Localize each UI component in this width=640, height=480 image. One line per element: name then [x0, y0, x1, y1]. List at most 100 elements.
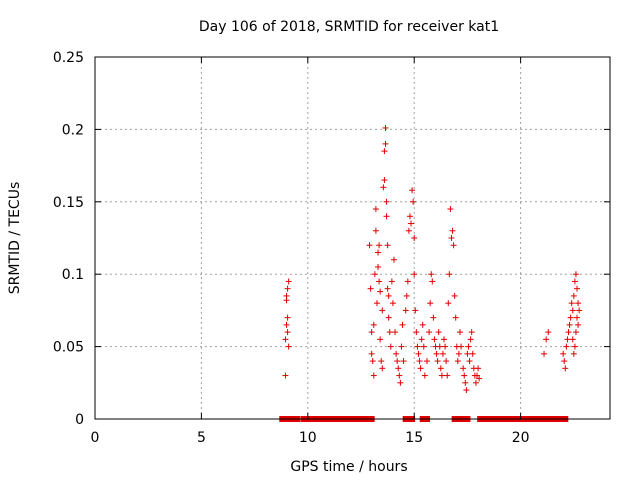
- data-point: [379, 307, 386, 314]
- y-tick-label: 0.2: [62, 122, 84, 138]
- data-point: [384, 285, 391, 292]
- data-point: [575, 300, 582, 307]
- x-tick-label: 5: [197, 430, 206, 446]
- data-point: [385, 314, 392, 321]
- data-point: [562, 365, 569, 372]
- data-point: [373, 300, 380, 307]
- x-tick-label: 15: [405, 430, 423, 446]
- data-point: [393, 350, 400, 357]
- data-point: [383, 213, 390, 220]
- data-point: [384, 242, 391, 249]
- data-point: [399, 321, 406, 328]
- data-point: [462, 379, 469, 386]
- data-point: [284, 285, 291, 292]
- data-point: [566, 321, 573, 328]
- data-point: [468, 329, 475, 336]
- data-point: [420, 343, 427, 350]
- data-point: [437, 365, 444, 372]
- data-point: [386, 329, 393, 336]
- data-points: [282, 124, 583, 394]
- x-tick-labels: 0 5 10 15 20: [91, 430, 530, 446]
- data-point: [416, 358, 423, 365]
- y-axis-label: SRMTID / TECUs: [7, 182, 23, 295]
- data-point: [564, 336, 571, 343]
- data-point: [404, 278, 411, 285]
- data-point: [372, 227, 379, 234]
- data-point: [409, 187, 416, 194]
- data-point: [375, 263, 382, 270]
- data-point: [569, 307, 576, 314]
- data-point: [575, 321, 582, 328]
- data-point: [397, 379, 404, 386]
- data-point: [454, 358, 461, 365]
- data-point: [571, 278, 578, 285]
- data-point: [375, 249, 382, 256]
- data-point: [394, 358, 401, 365]
- x-axis-label: GPS time / hours: [290, 459, 407, 475]
- data-point: [475, 365, 482, 372]
- data-point: [392, 329, 399, 336]
- axis-ticks: [94, 56, 610, 420]
- data-point: [449, 227, 456, 234]
- data-point: [569, 336, 576, 343]
- data-point: [561, 358, 568, 365]
- data-point: [398, 343, 405, 350]
- data-point: [447, 206, 454, 213]
- data-point: [400, 358, 407, 365]
- data-point: [418, 336, 425, 343]
- data-point: [442, 343, 449, 350]
- data-point: [455, 350, 462, 357]
- data-point: [574, 314, 581, 321]
- data-point: [382, 124, 389, 131]
- data-point: [461, 372, 468, 379]
- y-tick-label: 0.25: [53, 50, 84, 66]
- data-point: [410, 198, 417, 205]
- data-point: [469, 350, 476, 357]
- chart-title: Day 106 of 2018, SRMTID for receiver kat…: [199, 19, 499, 35]
- data-point: [423, 358, 430, 365]
- data-point: [383, 198, 390, 205]
- data-point: [572, 329, 579, 336]
- data-point: [430, 314, 437, 321]
- data-point: [541, 350, 548, 357]
- data-point: [389, 300, 396, 307]
- data-point: [412, 307, 419, 314]
- data-point: [567, 314, 574, 321]
- data-point: [458, 343, 465, 350]
- data-point: [377, 336, 384, 343]
- data-point: [385, 292, 392, 299]
- data-point: [285, 343, 292, 350]
- data-point: [390, 256, 397, 263]
- data-point: [369, 358, 376, 365]
- data-point: [367, 285, 374, 292]
- data-point: [463, 387, 470, 394]
- data-point: [545, 329, 552, 336]
- data-point: [460, 365, 467, 372]
- y-tick-labels: 0 0.05 0.1 0.15 0.2 0.25: [53, 50, 84, 428]
- data-point: [282, 336, 289, 343]
- data-point: [431, 336, 438, 343]
- data-point: [370, 321, 377, 328]
- data-point: [417, 365, 424, 372]
- data-point: [560, 350, 567, 357]
- plot-frame: [94, 56, 611, 420]
- data-point: [576, 307, 583, 314]
- data-point: [464, 350, 471, 357]
- data-point: [435, 329, 442, 336]
- data-point: [406, 213, 413, 220]
- data-point: [381, 177, 388, 184]
- data-point: [427, 300, 434, 307]
- data-point: [414, 343, 421, 350]
- data-point: [429, 278, 436, 285]
- data-point: [370, 372, 377, 379]
- data-point: [446, 271, 453, 278]
- data-point: [283, 297, 290, 304]
- data-point: [465, 343, 472, 350]
- data-point: [476, 375, 483, 382]
- data-point: [371, 271, 378, 278]
- data-point: [466, 358, 473, 365]
- data-point: [433, 350, 440, 357]
- data-point: [572, 271, 579, 278]
- data-point: [574, 285, 581, 292]
